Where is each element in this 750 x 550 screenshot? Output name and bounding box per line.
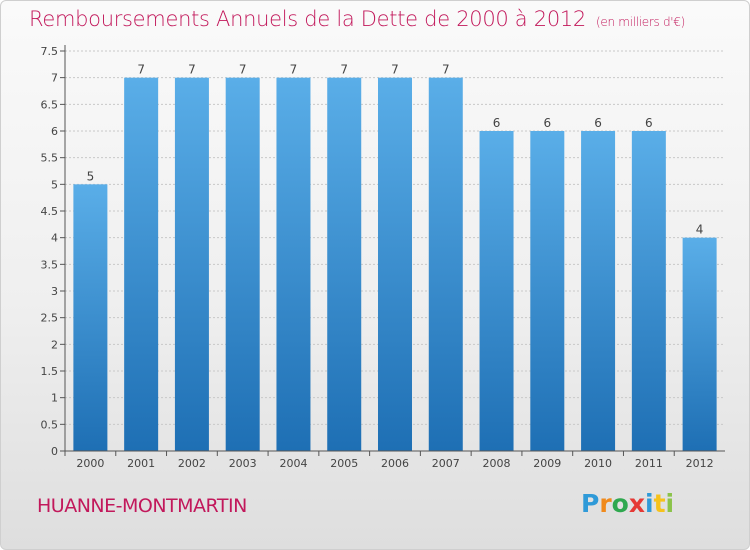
y-tick-label: 5.5: [41, 152, 59, 165]
x-tick-label: 2005: [330, 457, 358, 470]
x-tick-label: 2009: [533, 457, 561, 470]
bar-2011: [631, 131, 666, 451]
y-tick-label: 6.5: [41, 98, 59, 111]
bar-2002: [174, 77, 209, 452]
logo-letter: P: [581, 489, 600, 518]
data-label: 7: [239, 63, 247, 77]
data-label: 5: [87, 169, 95, 183]
x-tick-label: 2006: [381, 457, 409, 470]
x-tick-label: 2002: [178, 457, 206, 470]
commune-name: HUANNE-MONTMARTIN: [37, 495, 247, 517]
y-tick-label: 0.5: [41, 418, 59, 431]
y-tick-label: 7: [51, 72, 58, 85]
data-label: 7: [391, 63, 399, 77]
data-label: 6: [645, 116, 653, 130]
x-tick-label: 2001: [127, 457, 155, 470]
bar-2001: [124, 77, 159, 452]
bar-2006: [378, 77, 412, 452]
logo-letter: i: [645, 489, 654, 518]
chart-unit: (en milliers d'€): [596, 15, 686, 29]
bar-2000: [73, 184, 108, 452]
x-tick-label: 2012: [686, 457, 714, 470]
bar-2005: [327, 77, 362, 452]
y-tick-label: 5: [51, 178, 58, 191]
data-label: 7: [442, 63, 450, 77]
chart-title: Remboursements Annuels de la Dette de 20…: [29, 7, 685, 31]
x-tick-label: 2011: [635, 457, 663, 470]
data-labels: 5 7 7 7 7 7 7 7 6 6 6 6 4: [87, 63, 704, 237]
y-tick-label: 3.5: [41, 258, 59, 271]
y-tick-label: 2: [51, 338, 58, 351]
data-label: 6: [594, 116, 602, 130]
y-tick-label: 3: [51, 285, 58, 298]
logo-letter: r: [599, 489, 612, 518]
x-tick-label: 2000: [76, 457, 104, 470]
data-label: 7: [188, 63, 196, 77]
x-tick-label: 2007: [432, 457, 460, 470]
y-tick-label: 0: [51, 445, 58, 458]
chart-title-text: Remboursements Annuels de la Dette de 20…: [29, 7, 586, 31]
bar-2007: [428, 77, 463, 452]
bar-2008: [479, 131, 514, 451]
data-label: 6: [543, 116, 551, 130]
x-tick-label: 2008: [483, 457, 511, 470]
data-label: 7: [290, 63, 298, 77]
bar-2009: [530, 131, 565, 451]
data-label: 7: [340, 63, 348, 77]
x-tick-label: 2004: [279, 457, 307, 470]
x-tick-label: 2010: [584, 457, 612, 470]
y-tick-label: 4.5: [41, 205, 59, 218]
y-tick-label: 1: [51, 392, 58, 405]
y-tick-label: 2.5: [41, 312, 59, 325]
data-label: 6: [493, 116, 501, 130]
axes: 0 0.5 1 1.5 2 2.5 3 3.5 4 4.5 5 5.5 6 6.5 7 7.5 2000 2001…: [41, 45, 725, 470]
logo-letter: t: [653, 489, 666, 518]
bar-2004: [276, 77, 311, 452]
logo-letter: o: [611, 489, 629, 518]
bar-2012: [682, 237, 717, 451]
y-tick-label: 1.5: [41, 365, 59, 378]
y-tick-label: 4: [51, 232, 58, 245]
x-tick-label: 2003: [229, 457, 257, 470]
data-label: 4: [696, 223, 704, 237]
logo-letter: i: [665, 489, 675, 518]
y-tick-label: 7.5: [41, 45, 59, 58]
data-label: 7: [137, 63, 145, 77]
bars: [73, 77, 717, 452]
logo-letter: x: [628, 489, 645, 518]
bar-2003: [225, 77, 260, 452]
proxiti-logo: Proxiti: [581, 489, 674, 518]
y-tick-label: 6: [51, 125, 58, 138]
bar-2010: [581, 131, 616, 451]
